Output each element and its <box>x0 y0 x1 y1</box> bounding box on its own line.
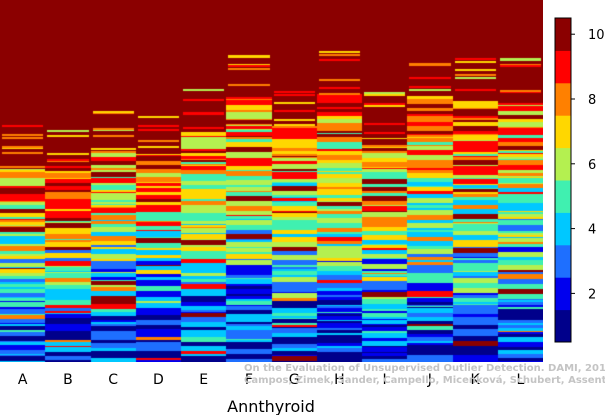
colorbar-tick-label: 10 <box>588 28 605 43</box>
category-labels: A B C D E F G H I J K L <box>18 372 525 388</box>
category-label: E <box>199 372 208 388</box>
category-label: A <box>18 372 28 388</box>
colorbar-tick-label: 2 <box>588 287 596 302</box>
category-label: F <box>245 372 253 388</box>
colorbar-segment <box>555 277 571 311</box>
colorbar-border <box>554 17 572 343</box>
colorbar-tick-label: 4 <box>588 223 596 238</box>
category-label: J <box>427 372 432 388</box>
colorbar-segment <box>555 18 571 51</box>
colorbar-segment <box>555 212 571 246</box>
category-label: L <box>516 372 524 388</box>
category-label: H <box>334 372 345 388</box>
heatmap-canvas <box>0 0 543 362</box>
category-label: K <box>471 372 481 388</box>
category-label: I <box>383 372 387 388</box>
colorbar <box>554 17 572 343</box>
colorbar-segment <box>555 115 571 149</box>
colorbar-tick-label: 8 <box>588 93 596 108</box>
x-axis-label: Annthyroid <box>227 397 315 415</box>
category-label: B <box>63 372 73 388</box>
category-label: C <box>108 372 118 388</box>
colorbar-segment <box>555 180 571 213</box>
colorbar-segment <box>555 244 571 278</box>
watermark-line-2: Campos, Zimek, Sander, Campello, Micenko… <box>244 374 605 386</box>
colorbar-tick-label: 6 <box>588 158 596 173</box>
watermark-line-1: On the Evaluation of Unsupervised Outlie… <box>244 363 605 374</box>
colorbar-segment <box>555 50 571 84</box>
category-label: G <box>289 372 300 388</box>
colorbar-segment <box>555 309 571 343</box>
category-label: D <box>153 372 164 388</box>
colorbar-ticks: 2 4 6 8 10 <box>571 28 605 302</box>
colorbar-segment <box>555 82 571 116</box>
colorbar-segment <box>555 147 571 181</box>
